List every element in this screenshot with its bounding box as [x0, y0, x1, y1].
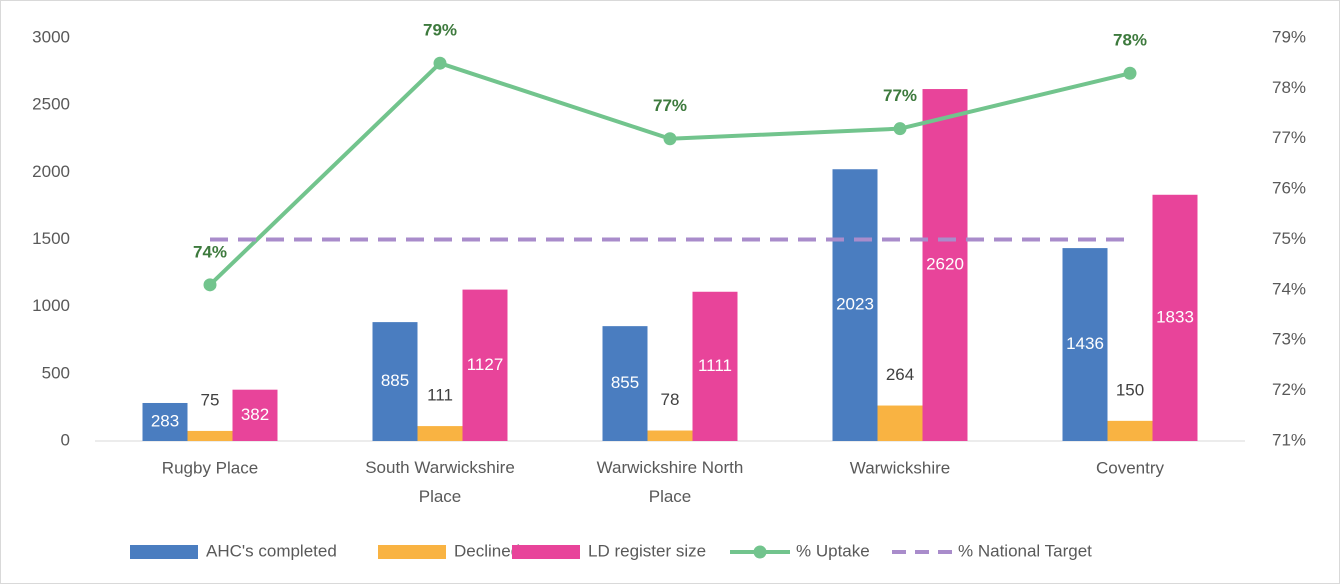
bar-label: 264 — [886, 365, 914, 384]
uptake-label: 74% — [193, 242, 227, 261]
bar-label: 111 — [427, 386, 453, 405]
y2-tick-label: 73% — [1272, 330, 1306, 349]
y2-tick-label: 79% — [1272, 27, 1306, 46]
uptake-point — [1123, 66, 1137, 80]
legend-swatch — [130, 545, 198, 559]
y-tick-label: 500 — [42, 363, 70, 382]
bar — [187, 430, 233, 441]
x-tick-label: Warwickshire North Place — [597, 458, 744, 506]
bar — [832, 169, 878, 442]
legend-label: % National Target — [958, 541, 1092, 560]
uptake-label: 77% — [883, 86, 917, 105]
x-tick-label: Warwickshire — [850, 458, 950, 477]
y-tick-label: 0 — [61, 430, 70, 449]
bar — [1062, 248, 1108, 441]
x-tick-line: Place — [649, 487, 692, 506]
x-tick-line: South Warwickshire — [365, 458, 515, 477]
y2-tick-label: 71% — [1272, 430, 1306, 449]
bar-label: 2620 — [926, 255, 964, 274]
bar-label: 75 — [201, 390, 220, 409]
y-tick-label: 1500 — [32, 229, 70, 248]
bar-label: 1436 — [1066, 334, 1104, 353]
uptake-label: 78% — [1113, 31, 1147, 50]
bar-label: 855 — [611, 373, 639, 392]
bar — [1107, 420, 1153, 441]
bar — [647, 430, 693, 441]
x-tick-label: South Warwickshire Place — [365, 458, 515, 506]
bar-label: 150 — [1116, 380, 1144, 399]
bar — [1152, 194, 1198, 441]
bar — [232, 389, 278, 441]
bar-label: 382 — [241, 405, 269, 424]
y2-tick-label: 76% — [1272, 179, 1306, 198]
bar-label: 1111 — [698, 356, 732, 375]
y2-tick-label: 72% — [1272, 380, 1306, 399]
uptake-label: 77% — [653, 96, 687, 115]
y2-tick-label: 75% — [1272, 229, 1306, 248]
bar-label: 78 — [661, 390, 680, 409]
bar — [692, 291, 738, 441]
bar — [142, 402, 188, 441]
y-tick-label: 1000 — [32, 296, 70, 315]
legend-swatch — [378, 545, 446, 559]
bar-label: 283 — [151, 411, 179, 430]
bar — [462, 289, 508, 441]
legend-swatch — [512, 545, 580, 559]
y-tick-label: 2000 — [32, 162, 70, 181]
legend-label: % Uptake — [796, 541, 870, 560]
y-tick-label: 2500 — [32, 95, 70, 114]
bar-label: 885 — [381, 371, 409, 390]
bar — [602, 326, 648, 441]
bar-label: 1127 — [467, 355, 504, 374]
uptake-point — [893, 122, 907, 136]
legend-label: Declined — [454, 541, 520, 560]
bar — [922, 89, 968, 442]
bar-label: 2023 — [836, 295, 874, 314]
uptake-point — [203, 278, 217, 292]
y2-tick-label: 78% — [1272, 78, 1306, 97]
x-tick-line: Warwickshire North — [597, 458, 744, 477]
x-tick-line: Place — [419, 487, 462, 506]
x-tick-label: Rugby Place — [162, 458, 258, 477]
legend-label: LD register size — [588, 541, 706, 560]
uptake-point — [663, 132, 677, 146]
x-tick-label: Coventry — [1096, 458, 1165, 477]
y-tick-label: 3000 — [32, 27, 70, 46]
bar — [372, 322, 418, 441]
uptake-label: 79% — [423, 21, 457, 40]
y2-tick-label: 74% — [1272, 279, 1306, 298]
bar — [877, 405, 923, 441]
bar-label: 1833 — [1156, 307, 1194, 326]
uptake-point — [433, 56, 447, 70]
legend-marker — [753, 545, 767, 559]
y2-tick-label: 77% — [1272, 128, 1306, 147]
legend-label: AHC's completed — [206, 541, 337, 560]
bar — [417, 426, 463, 441]
